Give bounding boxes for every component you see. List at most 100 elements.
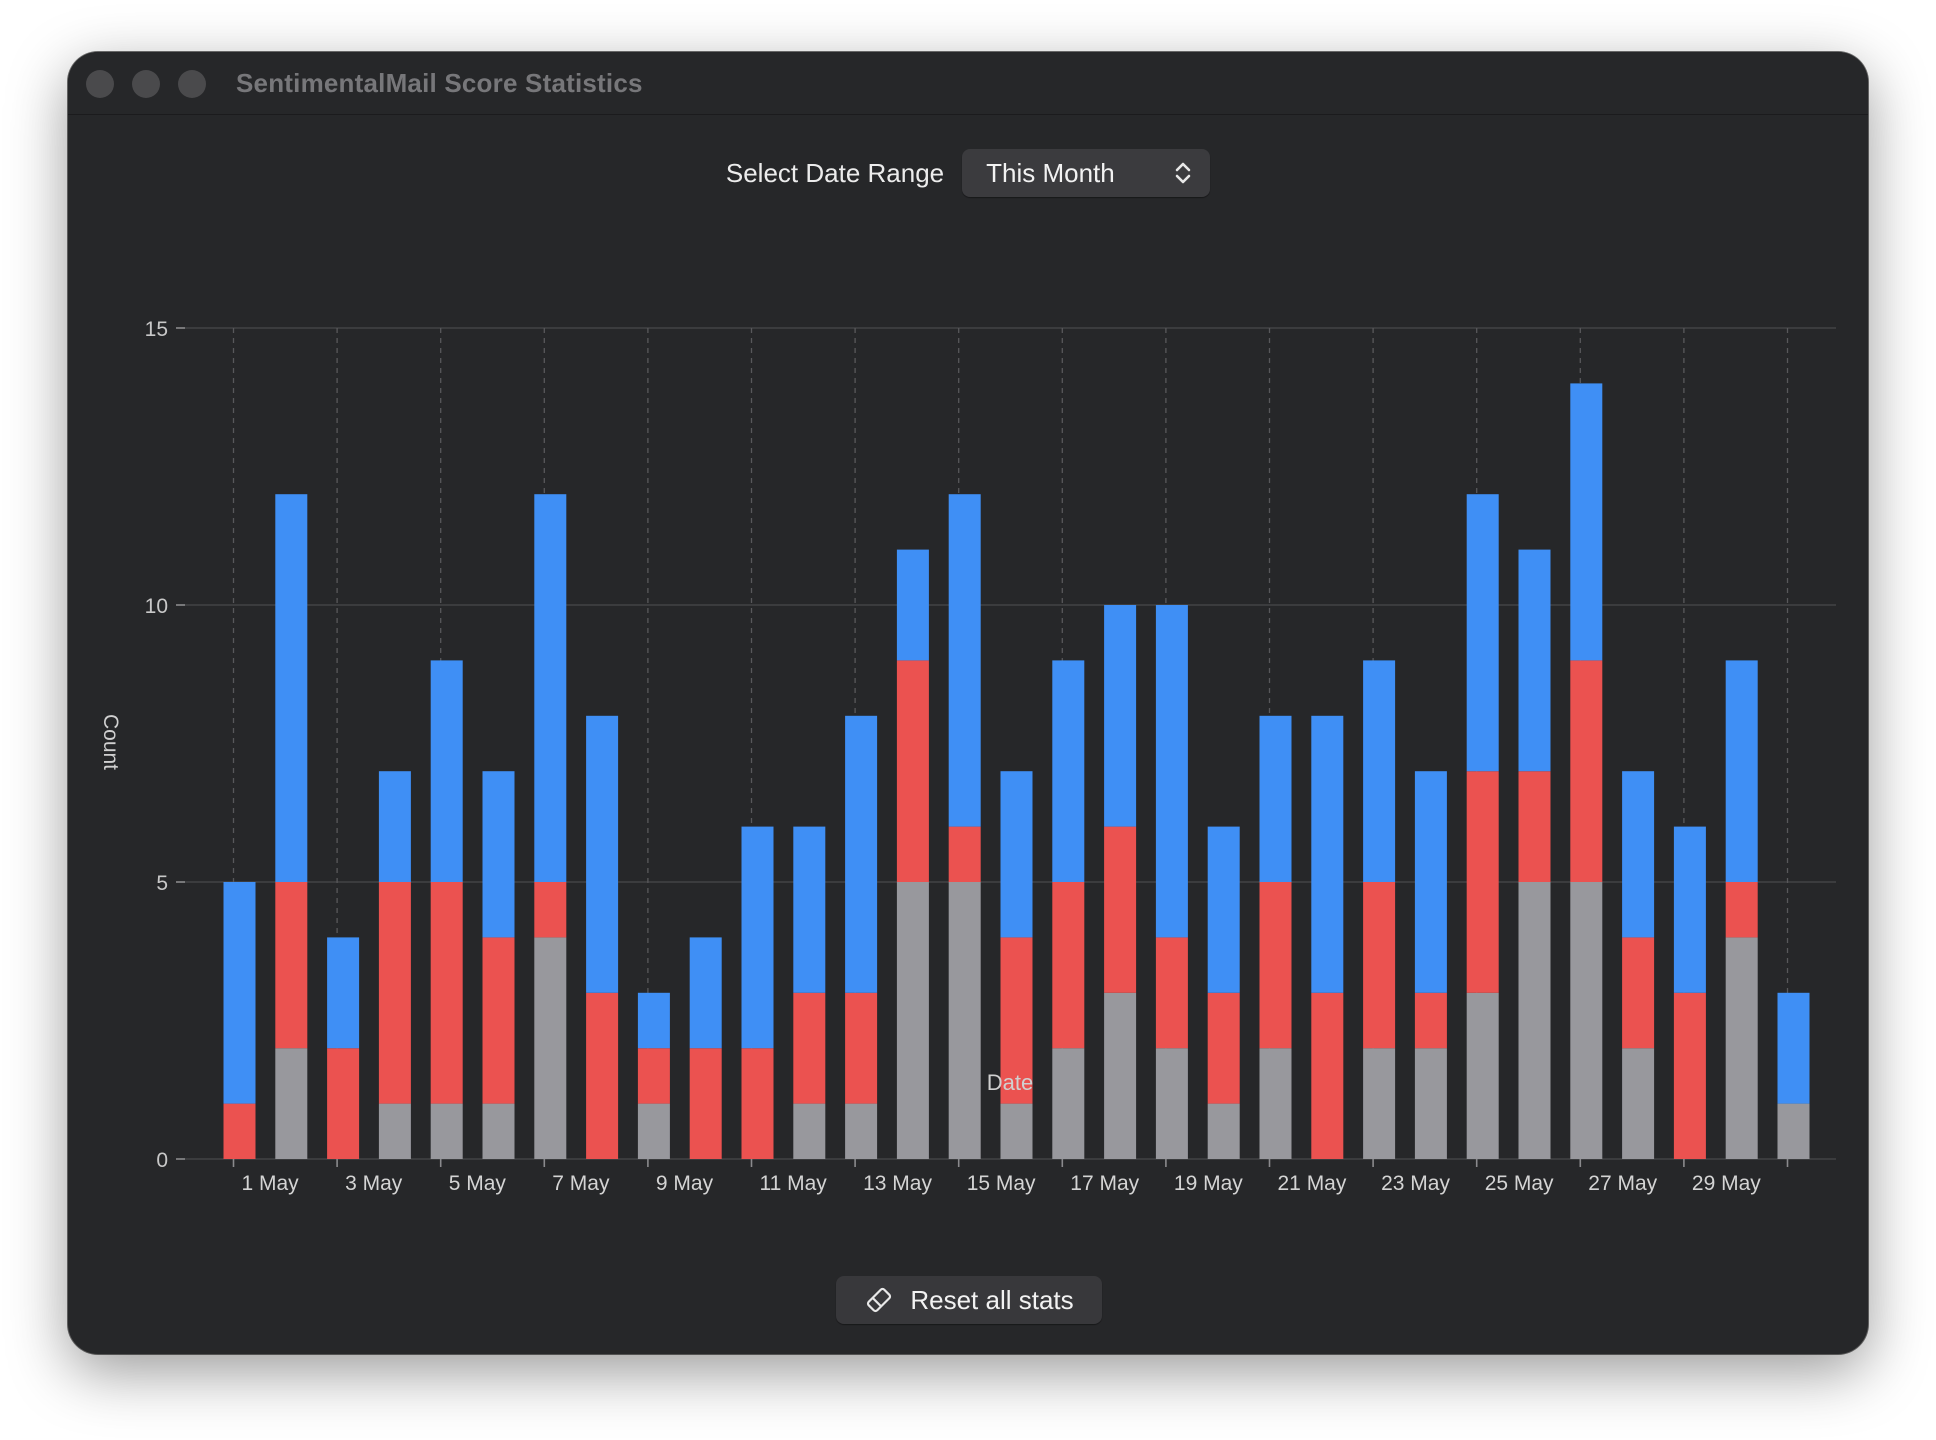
bar-segment-2 — [637, 992, 670, 1049]
bar-segment-0 — [1518, 882, 1551, 1159]
bar-segment-1 — [1466, 771, 1499, 993]
x-tick-label: 7 May — [552, 1172, 610, 1195]
x-tick-label: 9 May — [656, 1172, 714, 1195]
bar-segment-2 — [1518, 549, 1551, 772]
bar-segment-1 — [1104, 826, 1137, 993]
bar-segment-1 — [1052, 882, 1085, 1049]
bar-segment-2 — [1104, 605, 1137, 827]
bar-segment-1 — [896, 660, 929, 882]
y-axis-label: Count — [99, 714, 122, 770]
bar-segment-2 — [1414, 771, 1447, 993]
bar-segment-1 — [1155, 937, 1188, 1049]
bar-segment-2 — [1725, 660, 1758, 882]
x-tick-label: 27 May — [1588, 1172, 1657, 1195]
bar-segment-2 — [430, 660, 463, 882]
bar-segment-1 — [1207, 992, 1240, 1104]
date-range-value: This Month — [986, 157, 1115, 188]
x-tick-label: 1 May — [242, 1172, 300, 1195]
bar-segment-0 — [1777, 1103, 1810, 1159]
bar-segment-2 — [1673, 826, 1706, 993]
bar-segment-2 — [1259, 715, 1292, 882]
x-tick-label: 3 May — [345, 1172, 403, 1195]
x-tick-label: 5 May — [449, 1172, 507, 1195]
bar-segment-2 — [586, 715, 619, 993]
up-down-chevron-icon — [1175, 162, 1191, 184]
y-tick-label: 10 — [145, 595, 168, 618]
bar-segment-1 — [378, 882, 411, 1104]
bar-segment-1 — [793, 992, 826, 1104]
bar-segment-0 — [482, 1103, 515, 1159]
y-tick-label: 5 — [156, 872, 168, 895]
bar-segment-2 — [1207, 826, 1240, 993]
bar-segment-2 — [1466, 494, 1499, 772]
bar-segment-1 — [327, 1048, 360, 1159]
eraser-icon — [867, 1287, 892, 1313]
bar-segment-2 — [223, 882, 256, 1104]
bar-segment-2 — [948, 494, 981, 827]
bar-segment-0 — [845, 1103, 878, 1159]
bar-segment-1 — [1000, 937, 1033, 1104]
bar-segment-0 — [1000, 1103, 1033, 1159]
bar-segment-1 — [1673, 992, 1706, 1159]
date-range-label: Select Date Range — [725, 157, 945, 188]
bar-segment-1 — [430, 882, 463, 1104]
bar-segment-2 — [1570, 383, 1603, 661]
x-tick-label: 11 May — [760, 1172, 828, 1195]
bar-segment-0 — [1259, 1048, 1292, 1159]
bar-segment-0 — [1414, 1048, 1447, 1159]
x-tick-label: 13 May — [863, 1172, 932, 1195]
x-tick-label: 23 May — [1381, 1172, 1450, 1195]
bar-segment-2 — [1363, 660, 1396, 882]
reset-all-stats-label: Reset all stats — [910, 1284, 1074, 1315]
bar-segment-1 — [534, 882, 567, 938]
bar-segment-2 — [1155, 605, 1188, 938]
bar-segment-0 — [948, 882, 981, 1159]
bar-segment-1 — [223, 1103, 256, 1159]
x-tick-label: 15 May — [967, 1172, 1036, 1195]
bar-segment-2 — [327, 937, 360, 1049]
bar-segment-2 — [482, 771, 515, 938]
close-window-button[interactable] — [86, 70, 114, 98]
bar-segment-0 — [1052, 1048, 1085, 1159]
bar-segment-2 — [1000, 771, 1033, 938]
y-tick-label: 0 — [156, 1149, 168, 1172]
bar-segment-0 — [1725, 937, 1758, 1159]
bar-segment-2 — [1052, 660, 1085, 882]
bar-segment-0 — [1466, 992, 1499, 1159]
window-title: SentimentalMail Score Statistics — [236, 68, 643, 98]
bar-segment-1 — [845, 992, 878, 1104]
stacked-bar-chart: 0 5 10 15 1 May 3 May 5 May 7 May 9 May 11 May 13 … — [99, 318, 1836, 1195]
bar-segment-2 — [275, 494, 308, 882]
bar-segment-2 — [534, 494, 567, 882]
x-tick-label: 29 May — [1692, 1172, 1761, 1195]
bar-segment-2 — [1311, 715, 1344, 993]
bar-segment-1 — [586, 992, 619, 1159]
bar-segment-1 — [637, 1048, 670, 1104]
x-tick-label: 17 May — [1070, 1172, 1139, 1195]
bar-segment-1 — [1622, 937, 1655, 1049]
bar-segment-2 — [845, 715, 878, 993]
bar-segment-0 — [1155, 1048, 1188, 1159]
bar-segment-1 — [689, 1048, 722, 1159]
bar-segment-1 — [1363, 882, 1396, 1049]
bar-segment-2 — [378, 771, 411, 882]
bar-segment-0 — [430, 1103, 463, 1159]
bar-segment-0 — [793, 1103, 826, 1159]
bar-segment-1 — [1725, 882, 1758, 938]
reset-all-stats-button[interactable]: Reset all stats — [836, 1276, 1102, 1324]
bar-segment-2 — [1777, 992, 1810, 1104]
bar-segment-1 — [948, 826, 981, 882]
bar-segment-2 — [741, 826, 774, 1049]
minimize-window-button[interactable] — [132, 70, 160, 98]
x-tick-label: 25 May — [1485, 1172, 1554, 1195]
bar-segment-0 — [637, 1103, 670, 1159]
y-tick-label: 15 — [145, 318, 168, 341]
bar-segment-1 — [1518, 771, 1551, 882]
x-tick-label: 19 May — [1174, 1172, 1243, 1195]
zoom-window-button[interactable] — [178, 70, 206, 98]
bar-segment-0 — [378, 1103, 411, 1159]
bar-segment-0 — [534, 937, 567, 1159]
bar-segment-2 — [1622, 771, 1655, 938]
date-range-select[interactable]: This Month — [962, 149, 1211, 197]
bar-segment-1 — [482, 937, 515, 1104]
